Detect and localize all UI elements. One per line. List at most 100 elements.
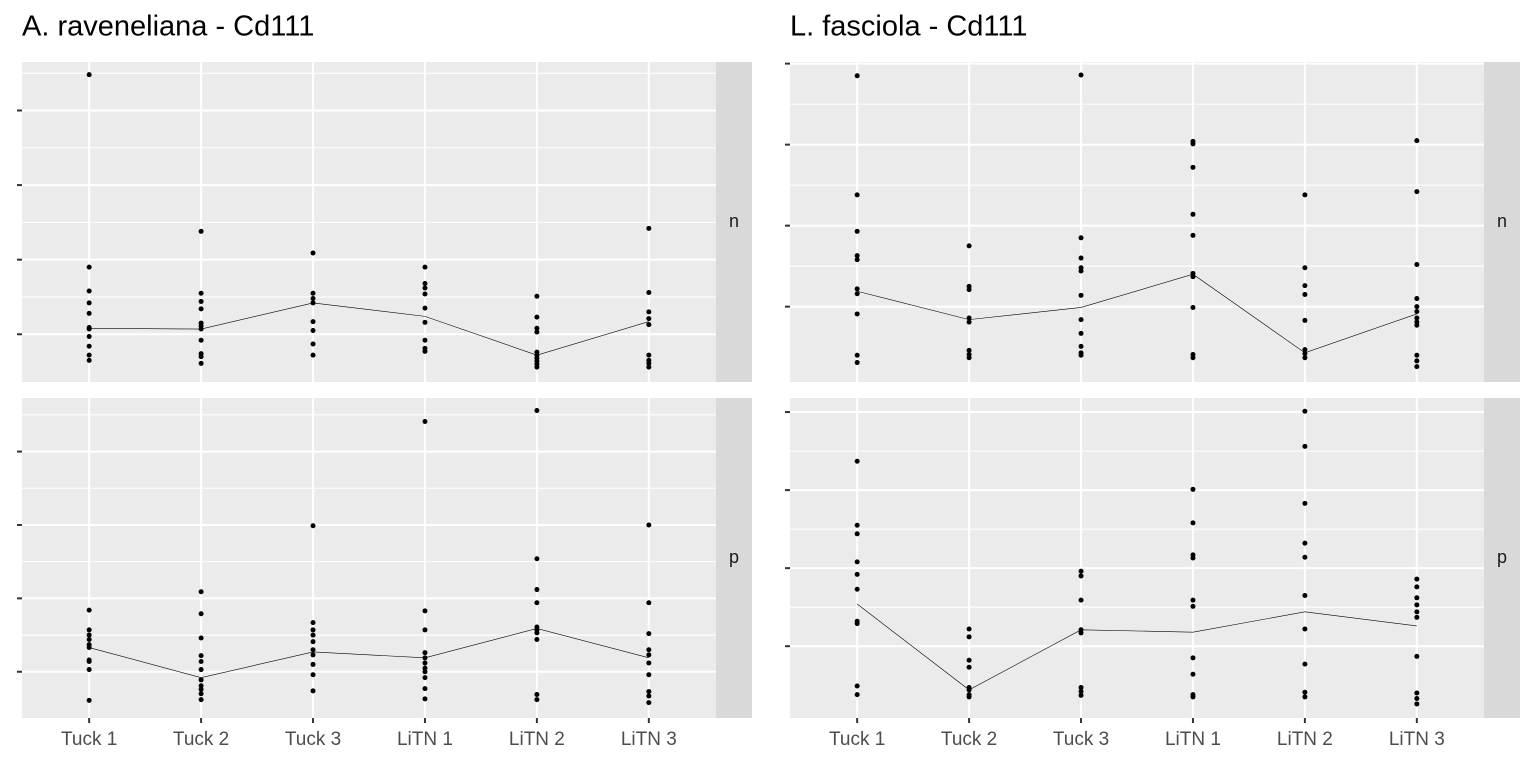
point — [1414, 358, 1420, 364]
point — [646, 522, 652, 528]
x-tick-label: LiTN 1 — [1165, 729, 1221, 750]
point — [310, 250, 316, 256]
point — [1190, 211, 1196, 217]
point — [646, 322, 652, 328]
point — [1414, 595, 1420, 601]
mean-line — [89, 628, 649, 678]
point — [422, 291, 428, 297]
point — [198, 228, 204, 234]
point — [854, 257, 860, 263]
point — [1302, 661, 1308, 667]
point — [422, 305, 428, 311]
point — [1302, 592, 1308, 598]
point — [854, 228, 860, 234]
point — [86, 326, 92, 332]
point — [86, 697, 92, 703]
point — [1190, 555, 1196, 561]
x-tick-label: Tuck 1 — [829, 729, 885, 750]
point — [1302, 540, 1308, 546]
point — [646, 660, 652, 666]
point — [854, 360, 860, 366]
point — [646, 316, 652, 322]
point — [534, 697, 540, 703]
point — [198, 667, 204, 673]
point — [198, 691, 204, 697]
point — [1302, 443, 1308, 449]
point — [1302, 265, 1308, 271]
strip-label: n — [1497, 211, 1507, 231]
point — [198, 589, 204, 595]
point — [1078, 568, 1084, 574]
strip — [716, 398, 752, 718]
point — [310, 632, 316, 638]
point — [310, 620, 316, 626]
x-tick-label: LiTN 2 — [509, 729, 565, 750]
point — [1190, 486, 1196, 492]
point — [422, 669, 428, 675]
point — [854, 73, 860, 79]
point — [198, 683, 204, 689]
point — [854, 291, 860, 297]
point — [310, 627, 316, 633]
point — [422, 675, 428, 681]
point — [1078, 692, 1084, 698]
point — [198, 686, 204, 692]
strip-label: p — [1497, 547, 1507, 567]
point — [646, 631, 652, 637]
point — [310, 295, 316, 301]
point — [422, 285, 428, 291]
point — [534, 556, 540, 562]
point — [86, 352, 92, 358]
point — [1414, 304, 1420, 310]
point — [854, 571, 860, 577]
point — [966, 694, 972, 700]
point — [646, 693, 652, 699]
point — [1414, 352, 1420, 358]
point — [1190, 655, 1196, 661]
point — [966, 634, 972, 640]
point — [86, 627, 92, 633]
point — [310, 688, 316, 694]
point — [1414, 609, 1420, 615]
point — [534, 329, 540, 335]
point — [1190, 355, 1196, 361]
point — [1190, 232, 1196, 238]
point — [1078, 597, 1084, 603]
point — [966, 287, 972, 293]
point — [1414, 602, 1420, 608]
chart-title: L. fasciola - Cd111 — [790, 11, 1028, 43]
point — [310, 328, 316, 334]
point — [86, 333, 92, 339]
point — [854, 522, 860, 528]
point — [1078, 630, 1084, 636]
strip — [1484, 398, 1520, 718]
point — [534, 692, 540, 698]
point — [1078, 685, 1084, 691]
point — [854, 253, 860, 259]
point — [854, 311, 860, 317]
point — [86, 310, 92, 316]
point — [1302, 192, 1308, 198]
point — [422, 319, 428, 325]
point — [966, 319, 972, 325]
x-tick-label: Tuck 1 — [61, 729, 117, 750]
point — [198, 306, 204, 312]
point — [1414, 653, 1420, 659]
point — [646, 352, 652, 358]
point — [1414, 695, 1420, 701]
mean-line — [89, 302, 649, 356]
point — [1414, 309, 1420, 315]
point — [534, 600, 540, 606]
point — [198, 658, 204, 664]
point — [854, 621, 860, 627]
point — [1302, 626, 1308, 632]
point — [310, 290, 316, 296]
point — [534, 293, 540, 299]
point — [422, 608, 428, 614]
point — [534, 630, 540, 636]
point — [534, 587, 540, 593]
point — [86, 343, 92, 349]
point — [310, 652, 316, 658]
